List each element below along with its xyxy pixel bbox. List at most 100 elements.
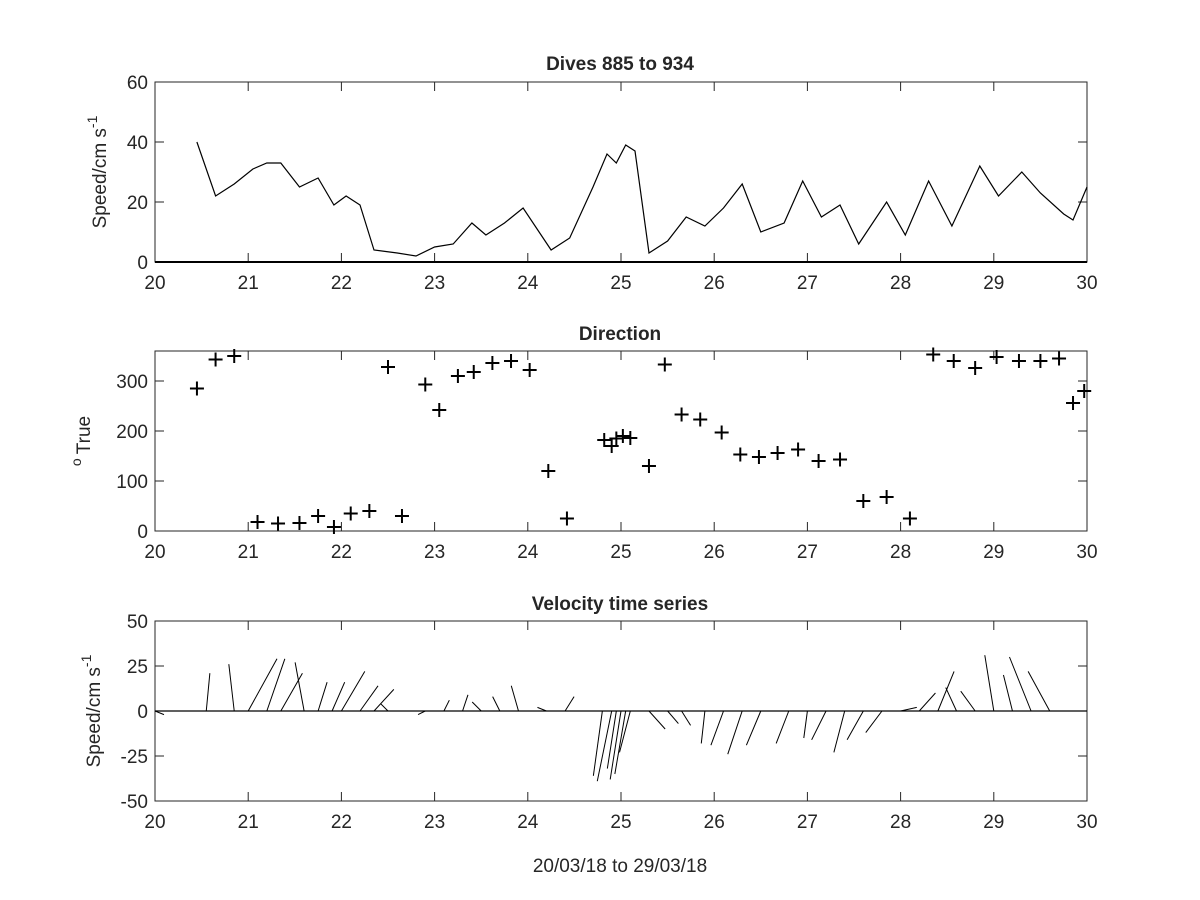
velocity-chart-title: Velocity time series <box>532 594 708 615</box>
direction-plus-marker <box>1011 354 1026 368</box>
velocity-feather <box>266 658 286 712</box>
direction-x-tick-label: 26 <box>704 542 725 563</box>
speed-x-tick-label: 26 <box>704 273 725 294</box>
direction-plus-marker <box>432 403 447 417</box>
direction-plus-marker <box>597 433 612 447</box>
velocity-feather <box>596 710 613 782</box>
velocity-feather <box>803 710 808 739</box>
speed-axes-box <box>154 81 1088 263</box>
speed-x-tick-label: 20 <box>144 273 165 294</box>
velocity-feather <box>205 673 211 712</box>
velocity-feather <box>247 658 278 712</box>
speed-x-tick-label: 23 <box>424 273 445 294</box>
velocity-feather <box>727 710 743 755</box>
direction-y-axis-label: oTrue <box>68 416 95 466</box>
velocity-y-tick-label: 50 <box>127 612 148 633</box>
velocity-y-tick-label: -25 <box>121 747 148 768</box>
velocity-feather <box>1009 656 1032 712</box>
velocity-x-axis-label: 20/03/18 to 29/03/18 <box>533 856 707 877</box>
velocity-feather <box>564 696 575 712</box>
direction-plus-marker <box>1077 384 1092 398</box>
direction-plus-marker <box>227 349 242 363</box>
direction-plus-marker <box>450 369 465 383</box>
velocity-feather <box>359 685 379 712</box>
direction-plus-marker <box>609 431 624 446</box>
direction-plus-marker <box>326 520 341 534</box>
direction-plus-marker <box>604 439 619 453</box>
direction-plus-marker <box>559 511 574 526</box>
velocity-feather <box>154 710 165 716</box>
direction-x-tick-label: 27 <box>797 542 818 563</box>
speed-x-tick-label: 25 <box>610 273 631 294</box>
velocity-feather <box>280 672 303 712</box>
direction-plus-marker <box>522 363 537 377</box>
velocity-feather <box>380 703 389 712</box>
velocity-y-tick-label: 0 <box>137 702 148 723</box>
velocity-feather <box>984 655 995 712</box>
direction-plus-marker <box>856 494 871 508</box>
velocity-x-tick-label: 29 <box>983 812 1004 833</box>
velocity-x-tick-label: 23 <box>424 812 445 833</box>
velocity-feather <box>1002 674 1013 712</box>
velocity-feather <box>700 710 706 744</box>
velocity-feather <box>443 699 450 712</box>
direction-plus-marker <box>541 464 556 478</box>
direction-plus-marker <box>641 459 656 473</box>
velocity-x-tick-label: 24 <box>517 812 539 833</box>
velocity-feather <box>510 685 519 712</box>
velocity-x-tick-label: 30 <box>1076 812 1097 833</box>
direction-plus-marker <box>311 509 326 523</box>
speed-x-tick-label: 30 <box>1076 273 1097 294</box>
velocity-x-tick-label: 21 <box>238 812 259 833</box>
velocity-y-tick-label: -50 <box>121 792 148 813</box>
velocity-feather <box>592 710 603 776</box>
velocity-feather <box>609 710 622 780</box>
direction-plus-marker <box>189 381 204 396</box>
speed-y-tick-label: 60 <box>127 73 148 94</box>
direction-plus-marker <box>615 429 630 443</box>
velocity-feather <box>1027 671 1051 712</box>
direction-plus-marker <box>879 490 894 504</box>
direction-plus-marker <box>208 352 223 367</box>
direction-plus-marker <box>791 442 806 457</box>
direction-plus-marker <box>466 365 481 379</box>
direction-x-tick-label: 25 <box>610 542 631 563</box>
direction-chart-title: Direction <box>579 324 661 345</box>
direction-x-tick-label: 28 <box>890 542 911 563</box>
velocity-feather <box>294 662 305 712</box>
velocity-y-tick-label: 25 <box>127 657 148 678</box>
velocity-feather <box>331 681 346 712</box>
speed-y-tick-label: 0 <box>137 253 148 274</box>
direction-plus-marker <box>485 356 500 370</box>
direction-plus-marker <box>926 347 941 362</box>
velocity-feather <box>317 682 328 712</box>
direction-plus-marker <box>657 357 672 372</box>
speed-series-line <box>196 141 1088 257</box>
direction-y-tick-label: 0 <box>137 522 148 543</box>
velocity-feather <box>937 671 955 712</box>
speed-y-axis-label: Speed/cm s-1 <box>84 115 111 228</box>
velocity-feather <box>471 701 482 712</box>
velocity-feather <box>945 687 957 712</box>
velocity-feather <box>846 710 864 741</box>
velocity-x-tick-label: 28 <box>890 812 911 833</box>
direction-plus-marker <box>1033 354 1048 368</box>
direction-plus-marker <box>1052 351 1067 366</box>
velocity-feather <box>681 710 692 726</box>
direction-x-tick-label: 30 <box>1076 542 1097 563</box>
direction-plus-marker <box>733 447 748 462</box>
speed-x-tick-label: 21 <box>238 273 259 294</box>
direction-plus-marker <box>292 516 307 530</box>
direction-y-tick-label: 200 <box>116 422 148 443</box>
velocity-feather <box>918 692 936 712</box>
direction-x-tick-label: 20 <box>144 542 165 563</box>
direction-y-tick-label: 100 <box>116 472 148 493</box>
direction-plus-marker <box>811 454 826 468</box>
direction-plus-marker <box>902 511 917 526</box>
speed-x-tick-label: 29 <box>983 273 1004 294</box>
velocity-panel: Velocity time series Speed/cm s-1 20/03/… <box>78 594 1098 877</box>
velocity-feather <box>710 710 724 746</box>
velocity-feather <box>606 710 617 769</box>
velocity-x-tick-label: 25 <box>610 812 631 833</box>
